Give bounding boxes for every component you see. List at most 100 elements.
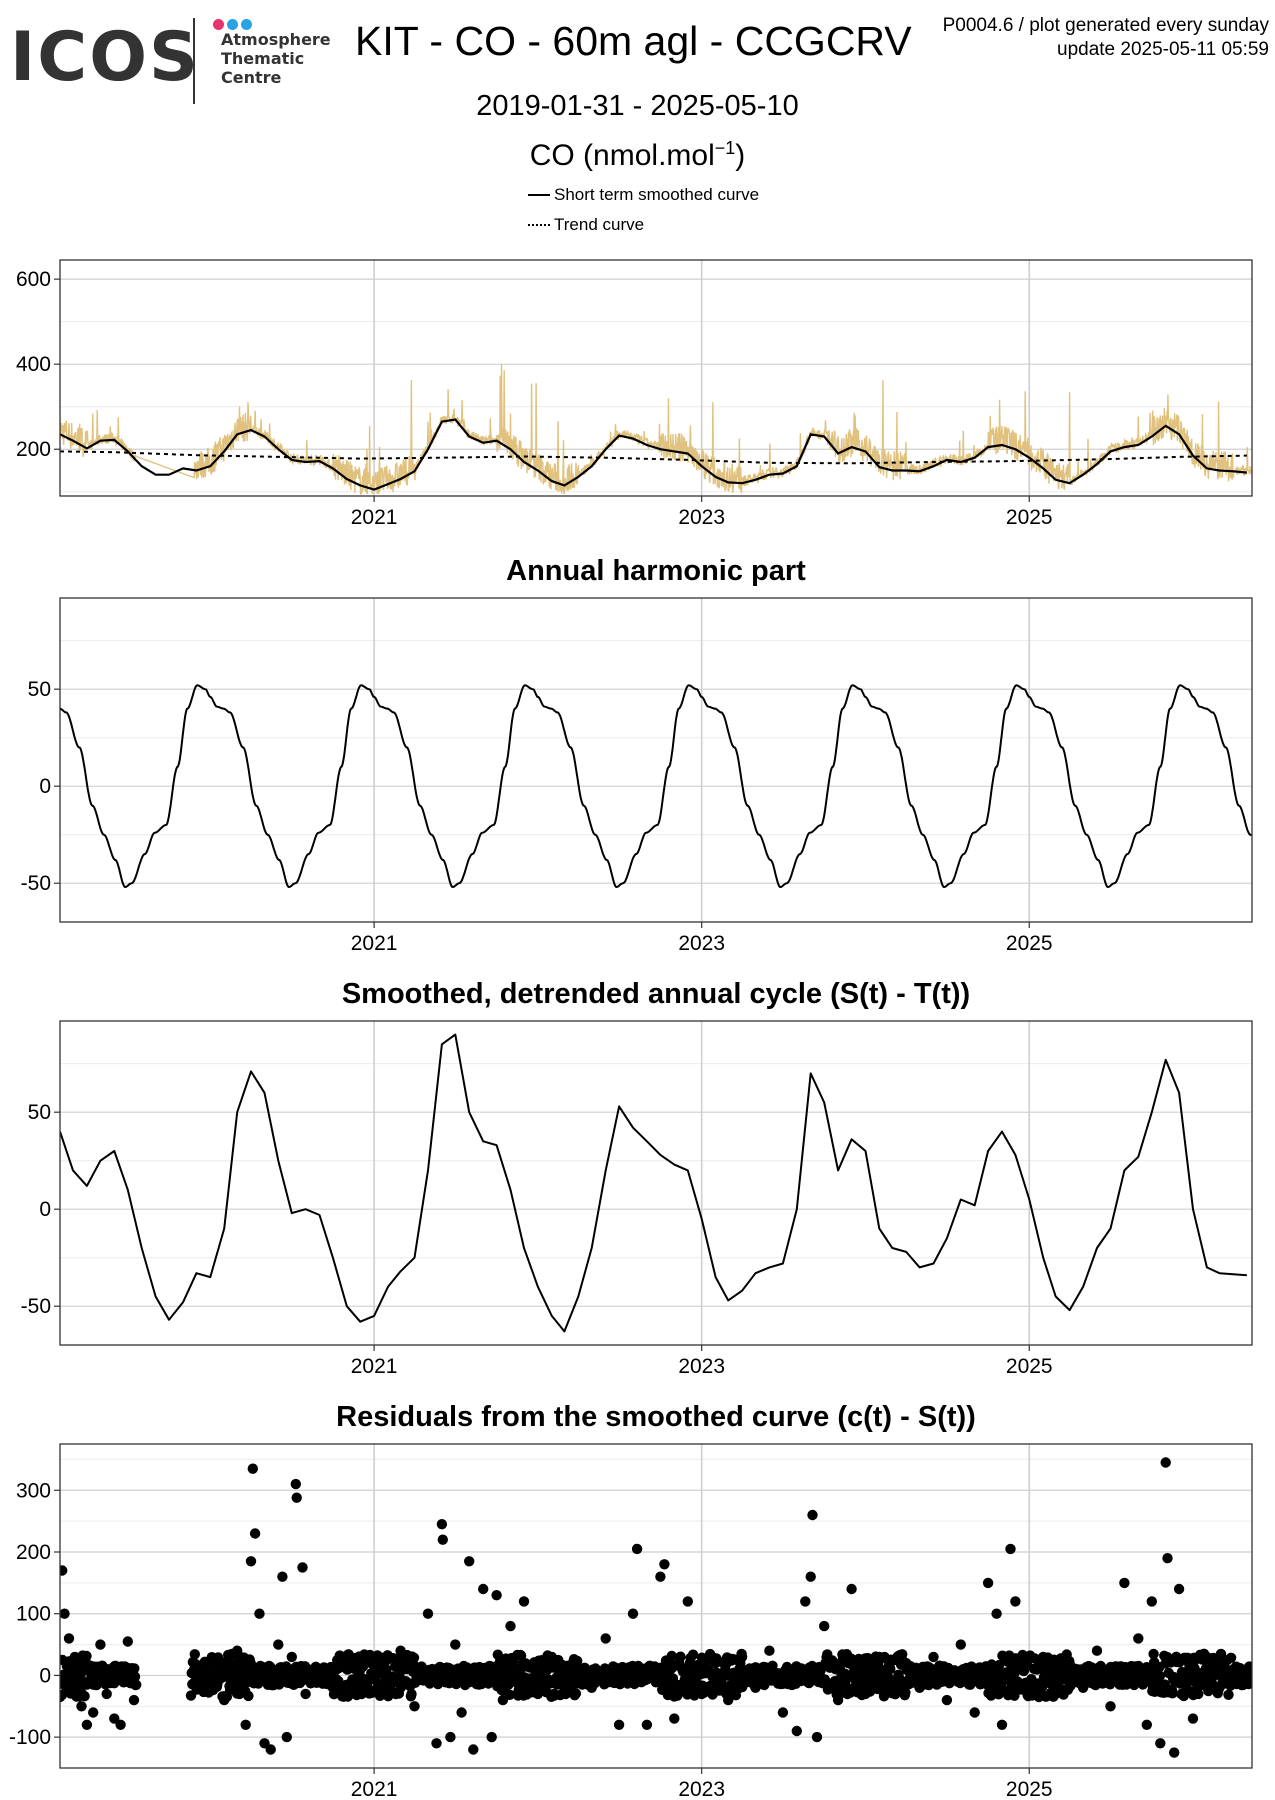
residual-point [468,1744,479,1755]
legend-item-trend: Trend curve [528,210,759,240]
solid-line-icon [528,194,550,196]
residual-point [478,1583,489,1595]
residual-point [445,1731,456,1743]
x-tick-label: 2023 [678,506,725,529]
residual-point [655,1571,666,1582]
meta-line-2: update 2025-05-11 05:59 [1057,39,1269,60]
residual-point [1225,1652,1237,1663]
residual-point [382,1688,394,1700]
residual-point [631,1543,643,1555]
x-tick-label: 2025 [1006,506,1053,529]
logo-line-2: Thematic [221,49,305,68]
residual-point [791,1725,802,1737]
residual-point [81,1650,92,1662]
residual-point [79,1691,90,1702]
residual-point [249,1528,261,1539]
residual-point [613,1719,625,1730]
residual-point [570,1688,582,1699]
co-timeseries-chart: 2021 2023 2025 200 400 600 [16,259,1253,529]
y-tick-label: 0 [39,775,51,798]
residual-point [736,1651,748,1663]
units-main: CO (nmol.mol [529,139,715,172]
residual-point [341,1651,352,1663]
residual-point [409,1701,420,1712]
residual-point [327,1682,339,1693]
residual-point [515,1650,527,1661]
residual-point [1148,1648,1159,1660]
residual-point [206,1657,218,1669]
residual-point [115,1719,126,1730]
residual-point [572,1655,583,1667]
residual-point [518,1596,530,1607]
plot-area [60,1457,1252,1758]
residual-point [1167,1688,1178,1699]
logo-dots-icon [213,17,273,30]
y-tick-label: 0 [39,1198,51,1221]
residual-point [1214,1682,1225,1693]
y-tick-label: 200 [16,1541,51,1564]
residual-point [777,1707,789,1718]
y-tick-label: 200 [16,438,51,461]
residual-point [819,1620,830,1632]
residual-point [254,1608,265,1619]
residual-point [245,1556,257,1567]
residual-point [710,1657,721,1669]
logo-dot [241,19,252,30]
meta-line-1: P0004.6 / plot generated every sunday [942,15,1269,36]
residual-point [131,1679,142,1690]
residual-point [900,1687,911,1698]
x-tick-label: 2025 [1006,1778,1053,1800]
residual-point [291,1492,302,1503]
residual-point [687,1649,699,1660]
residual-point [240,1719,251,1730]
y-tick-label: 100 [16,1603,51,1626]
residual-point [297,1562,308,1573]
x-tick-label: 2023 [678,1778,725,1800]
residual-point [1193,1688,1204,1700]
residual-point [300,1688,311,1700]
residual-point [356,1688,367,1700]
residual-point [128,1694,140,1706]
x-tick-label: 2021 [351,932,398,955]
residual-point [897,1649,908,1660]
harmonic-curve [60,684,1252,889]
y-tick-label: 50 [28,1101,51,1124]
residual-point [559,1682,570,1693]
residual-point [408,1652,420,1663]
icos-logo: ICOS Atmosphere Thematic Centre [10,16,331,106]
residual-point [811,1731,823,1743]
residual-point [395,1645,406,1656]
residual-point [364,1649,376,1661]
units-close: ) [735,139,746,172]
residual-point [641,1719,653,1730]
residual-point [129,1671,141,1682]
residual-point [505,1620,516,1632]
residual-point [265,1744,276,1755]
residual-point [122,1636,133,1647]
residual-point [219,1694,230,1706]
residual-point [627,1608,639,1619]
dotted-line-icon [528,224,550,226]
residual-point [1091,1645,1103,1656]
y-tick-label: 0 [39,1664,51,1687]
residual-point [750,1682,761,1693]
residual-point [195,1682,206,1693]
detrended-cycle-chart: 2021 2023 2025 -50 0 50 [21,1020,1253,1378]
residual-point [991,1608,1002,1619]
residual-point [807,1509,818,1521]
residual-point [60,1565,68,1576]
update-info: P0004.6 / plot generated every sunday up… [943,14,1269,62]
residual-point [491,1590,502,1601]
legend-label-trend: Trend curve [554,215,645,234]
residual-point [497,1694,509,1706]
short-term-smoothed-curve [60,418,1248,491]
harmonic-chart-title: Annual harmonic part [506,555,806,587]
residual-point [928,1651,939,1663]
residual-point [1173,1583,1185,1595]
x-tick-label: 2021 [351,506,398,529]
residual-point [600,1633,611,1644]
plot-area [60,684,1252,889]
residual-point [941,1694,953,1706]
co-observations-line [60,364,1252,495]
legend: Short term smoothed curve Trend curve [528,180,759,240]
